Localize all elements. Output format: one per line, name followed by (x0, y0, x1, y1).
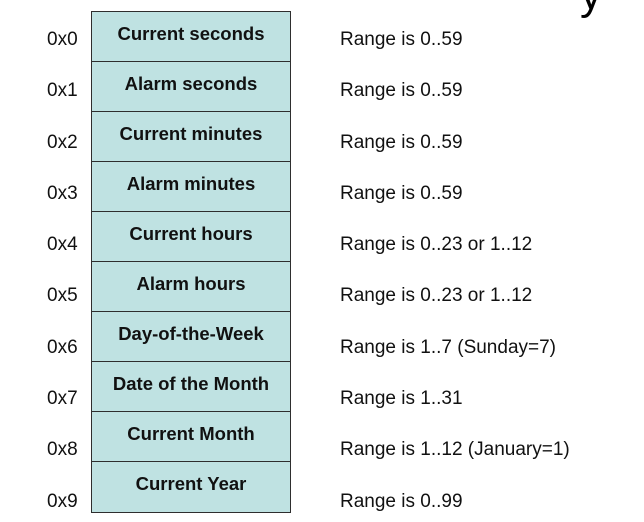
register-address: 0x9 (47, 491, 78, 512)
register-range-description: Range is 0..23 or 1..12 (340, 234, 533, 255)
register-range-description: Range is 0..59 (340, 29, 463, 50)
register-address: 0x4 (47, 234, 78, 255)
register-address: 0x8 (47, 439, 78, 460)
register-address: 0x1 (47, 80, 78, 101)
register-cell-current-minutes: Current minutes (92, 112, 290, 162)
register-cell-current-hours: Current hours (92, 212, 290, 262)
register-address: 0x3 (47, 183, 78, 204)
register-cell-day-of-week: Day-of-the-Week (92, 312, 290, 362)
register-cell-alarm-minutes: Alarm minutes (92, 162, 290, 212)
register-cell-alarm-seconds: Alarm seconds (92, 62, 290, 112)
register-cell-date-of-month: Date of the Month (92, 362, 290, 412)
register-range-description: Range is 0..59 (340, 183, 463, 204)
register-address: 0x2 (47, 132, 78, 153)
register-range-description: Range is 0..23 or 1..12 (340, 285, 533, 306)
register-range-description: Range is 1..7 (Sunday=7) (340, 337, 556, 358)
register-range-description: Range is 1..12 (January=1) (340, 439, 570, 460)
register-range-description: Range is 1..31 (340, 388, 463, 409)
register-range-description: Range is 0..99 (340, 491, 463, 512)
register-table: Current seconds Alarm seconds Current mi… (91, 11, 291, 513)
register-range-description: Range is 0..59 (340, 132, 463, 153)
slide-title-fragment: y (580, 0, 602, 20)
register-cell-current-year: Current Year (92, 462, 290, 512)
register-cell-current-month: Current Month (92, 412, 290, 462)
register-address: 0x5 (47, 285, 78, 306)
register-address: 0x6 (47, 337, 78, 358)
register-range-description: Range is 0..59 (340, 80, 463, 101)
register-address: 0x7 (47, 388, 78, 409)
register-cell-alarm-hours: Alarm hours (92, 262, 290, 312)
register-address: 0x0 (47, 29, 78, 50)
register-cell-current-seconds: Current seconds (92, 12, 290, 62)
